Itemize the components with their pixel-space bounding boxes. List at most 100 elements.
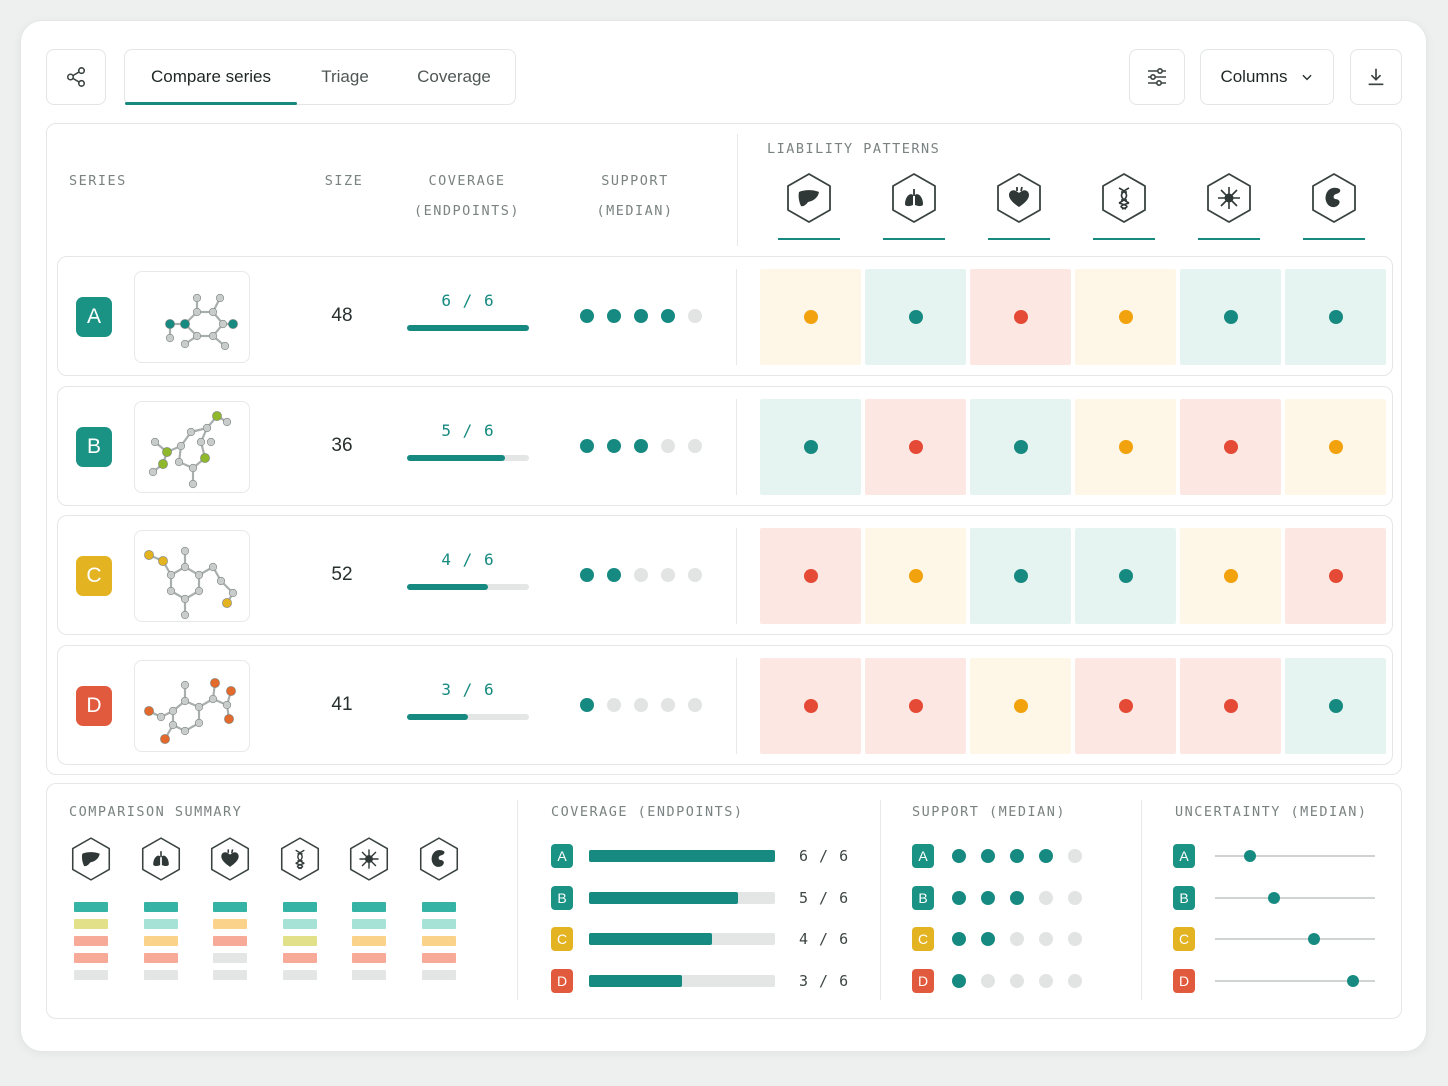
liability-cell-kidney[interactable] — [1285, 269, 1386, 365]
dna-icon — [1102, 173, 1146, 223]
support-dots — [580, 309, 702, 323]
columns-dropdown[interactable]: Columns — [1200, 49, 1334, 105]
coverage-bar-fill — [407, 584, 488, 590]
coverage-summary-value: 5 / 6 — [799, 888, 850, 907]
liability-cell-dna[interactable] — [1075, 269, 1176, 365]
molecule-structure-icon — [148, 410, 232, 488]
organ-underline-heart — [988, 238, 1050, 240]
tab-coverage[interactable]: Coverage — [417, 67, 491, 86]
support-summary-dot — [1010, 849, 1024, 863]
support-dot — [580, 697, 594, 712]
organ-column-immune[interactable] — [1206, 172, 1252, 224]
molecule-thumbnail[interactable] — [134, 400, 250, 493]
series-row-a[interactable]: A 48 6 / 6 — [57, 256, 1393, 376]
support-dot — [661, 568, 675, 582]
summary-divider-2 — [880, 800, 881, 1000]
coverage-bar-fill — [407, 325, 529, 331]
mini-badge: A — [912, 844, 934, 868]
coverage-summary-value: 4 / 6 — [799, 930, 850, 948]
support-dot — [607, 568, 621, 582]
filter-settings-button[interactable] — [1129, 49, 1185, 105]
liability-cell-lungs[interactable] — [865, 657, 966, 754]
liability-cell-heart[interactable] — [970, 398, 1071, 495]
liability-cell-heart[interactable] — [970, 269, 1071, 365]
coverage-summary-bar — [589, 933, 775, 945]
series-row-d[interactable]: D 41 3 / 6 — [57, 644, 1393, 765]
liability-cells — [760, 657, 1386, 754]
liability-cell-immune[interactable] — [1180, 528, 1281, 624]
molecule-thumbnail[interactable] — [134, 530, 250, 622]
liability-dot — [1118, 698, 1133, 713]
liability-cell-heart[interactable] — [970, 657, 1071, 754]
organ-column-liver[interactable] — [786, 172, 832, 224]
header-size: SIZE — [324, 173, 364, 189]
liability-dot — [1328, 569, 1343, 583]
liability-cell-dna[interactable] — [1075, 528, 1176, 624]
immune-icon — [349, 837, 389, 881]
tab-triage[interactable]: Triage — [321, 67, 369, 86]
summary-hex-heart — [210, 836, 250, 882]
coverage-value: 5 / 6 — [441, 420, 495, 440]
coverage-summary-fill — [589, 850, 775, 862]
stack-segment — [421, 902, 456, 912]
series-row-b[interactable]: B 36 5 / 6 — [57, 385, 1393, 506]
liability-cell-immune[interactable] — [1180, 269, 1281, 365]
summary-stack-heart — [213, 902, 247, 987]
liability-cells — [760, 269, 1386, 365]
liability-cell-lungs[interactable] — [865, 269, 966, 365]
mini-badge: C — [551, 927, 573, 951]
series-row-c[interactable]: C 52 4 / 6 — [57, 515, 1393, 635]
support-summary-dots — [952, 849, 1082, 863]
share-button[interactable] — [46, 49, 106, 105]
liability-cell-lungs[interactable] — [865, 398, 966, 495]
series-size: 41 — [331, 693, 353, 715]
download-icon — [1368, 68, 1384, 86]
liability-cell-liver[interactable] — [760, 269, 861, 365]
coverage-summary-bar — [589, 974, 775, 987]
liability-cell-liver[interactable] — [760, 398, 861, 495]
liability-cell-kidney[interactable] — [1285, 657, 1386, 754]
coverage-summary-fill — [589, 974, 682, 987]
organ-column-heart[interactable] — [996, 172, 1042, 224]
lungs-icon — [892, 173, 936, 223]
liability-cell-kidney[interactable] — [1285, 528, 1386, 624]
stack-segment — [74, 919, 108, 929]
heart-icon — [997, 173, 1041, 223]
stack-segment — [143, 919, 178, 929]
liability-cell-immune[interactable] — [1180, 398, 1281, 495]
summary-hex-liver — [71, 836, 111, 882]
organ-column-lungs[interactable] — [891, 172, 937, 224]
liability-cell-lungs[interactable] — [865, 528, 966, 624]
liability-cell-heart[interactable] — [970, 528, 1071, 624]
molecule-thumbnail[interactable] — [134, 659, 250, 752]
support-summary-dot — [952, 932, 966, 946]
stack-segment — [421, 970, 456, 980]
mini-badge: C — [912, 927, 934, 951]
coverage-bar — [407, 454, 529, 461]
mini-badge: B — [912, 885, 934, 910]
liability-cell-dna[interactable] — [1075, 657, 1176, 754]
liability-cell-immune[interactable] — [1180, 657, 1281, 754]
liability-dot — [1013, 569, 1028, 583]
summary-hex-kidney — [419, 836, 459, 882]
liability-cell-liver[interactable] — [760, 528, 861, 624]
tab-compare-series[interactable]: Compare series — [125, 50, 297, 105]
liability-dot — [1328, 698, 1343, 713]
coverage-summary-bar — [589, 850, 775, 862]
coverage-value: 3 / 6 — [441, 679, 495, 699]
liability-cell-kidney[interactable] — [1285, 398, 1386, 495]
support-dot — [661, 697, 675, 712]
stack-segment — [143, 936, 178, 946]
header-support: SUPPORT (MEDIAN) — [575, 166, 695, 226]
organ-column-dna[interactable] — [1101, 172, 1147, 224]
support-summary-dot — [1068, 849, 1082, 863]
molecule-thumbnail[interactable] — [134, 271, 250, 363]
liability-cell-dna[interactable] — [1075, 398, 1176, 495]
liability-cell-liver[interactable] — [760, 657, 861, 754]
organ-column-kidney[interactable] — [1311, 172, 1357, 224]
download-button[interactable] — [1350, 49, 1402, 105]
stack-segment — [282, 902, 317, 912]
summary-hex-dna — [280, 836, 320, 882]
uncertainty-track — [1215, 979, 1375, 982]
liability-cells — [760, 528, 1386, 624]
